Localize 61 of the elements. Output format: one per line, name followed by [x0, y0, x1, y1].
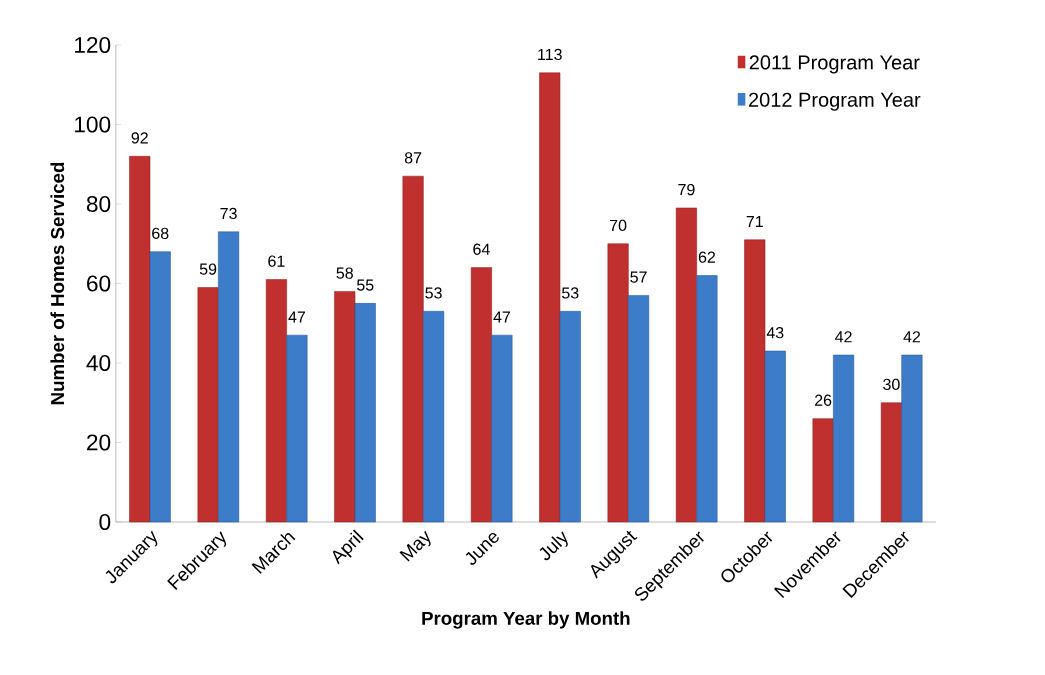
data-label: 55 [357, 279, 374, 291]
bar [402, 175, 424, 523]
y-tick-label: 100 [75, 116, 111, 133]
bar [149, 251, 171, 523]
bar [880, 402, 902, 523]
data-label: 43 [766, 327, 784, 339]
data-label: 79 [678, 183, 695, 196]
bar [539, 72, 561, 523]
y-tick-label: 0 [99, 513, 111, 531]
bar [744, 239, 766, 523]
bar [833, 354, 855, 523]
data-label: 71 [746, 216, 763, 228]
data-label: 61 [268, 255, 285, 267]
legend-label: 2011 Program Year [749, 55, 920, 74]
bar [628, 295, 650, 523]
x-tick-label: July [539, 531, 568, 561]
bar [286, 334, 308, 523]
data-label: 70 [610, 219, 627, 232]
data-label: 58 [336, 267, 353, 279]
data-label: 62 [698, 251, 716, 263]
bar [491, 334, 513, 523]
y-tick-label: 20 [87, 434, 111, 451]
bar [354, 303, 376, 523]
data-label: 57 [630, 271, 647, 283]
data-label: 47 [288, 311, 306, 323]
data-label: 59 [199, 263, 217, 275]
y-tick-label: 120 [75, 36, 111, 54]
y-tick-label: 40 [86, 354, 111, 372]
data-label: 30 [883, 378, 900, 391]
x-axis-title: Program Year by Month [422, 611, 630, 629]
data-label: 53 [425, 287, 442, 299]
data-label: 26 [814, 394, 832, 406]
data-label: 73 [220, 207, 237, 220]
bar [197, 287, 219, 523]
bar [812, 418, 834, 523]
bar [607, 243, 629, 523]
bar [696, 275, 718, 523]
data-label: 53 [562, 287, 579, 299]
y-tick-label: 60 [87, 275, 111, 292]
data-label: 42 [835, 331, 852, 343]
data-label: 68 [152, 227, 169, 239]
y-tick-label: 80 [86, 195, 111, 213]
data-label: 113 [538, 48, 562, 61]
bar [129, 156, 151, 523]
legend-label: 2012 Program Year [749, 92, 921, 111]
bar [559, 311, 581, 523]
bar [423, 311, 445, 523]
data-label: 47 [493, 311, 511, 323]
bar [901, 354, 923, 523]
bar [218, 231, 240, 523]
bar [675, 207, 697, 523]
bar [470, 267, 492, 523]
bar [334, 291, 356, 523]
data-label: 64 [473, 243, 490, 255]
data-label: 92 [131, 132, 148, 144]
bar [764, 350, 786, 523]
bar [265, 279, 287, 523]
y-axis-title: Number of Homes Serviced [50, 162, 65, 405]
data-label: 87 [404, 152, 422, 164]
data-label: 42 [903, 331, 921, 343]
x-tick-label: May [399, 530, 431, 562]
